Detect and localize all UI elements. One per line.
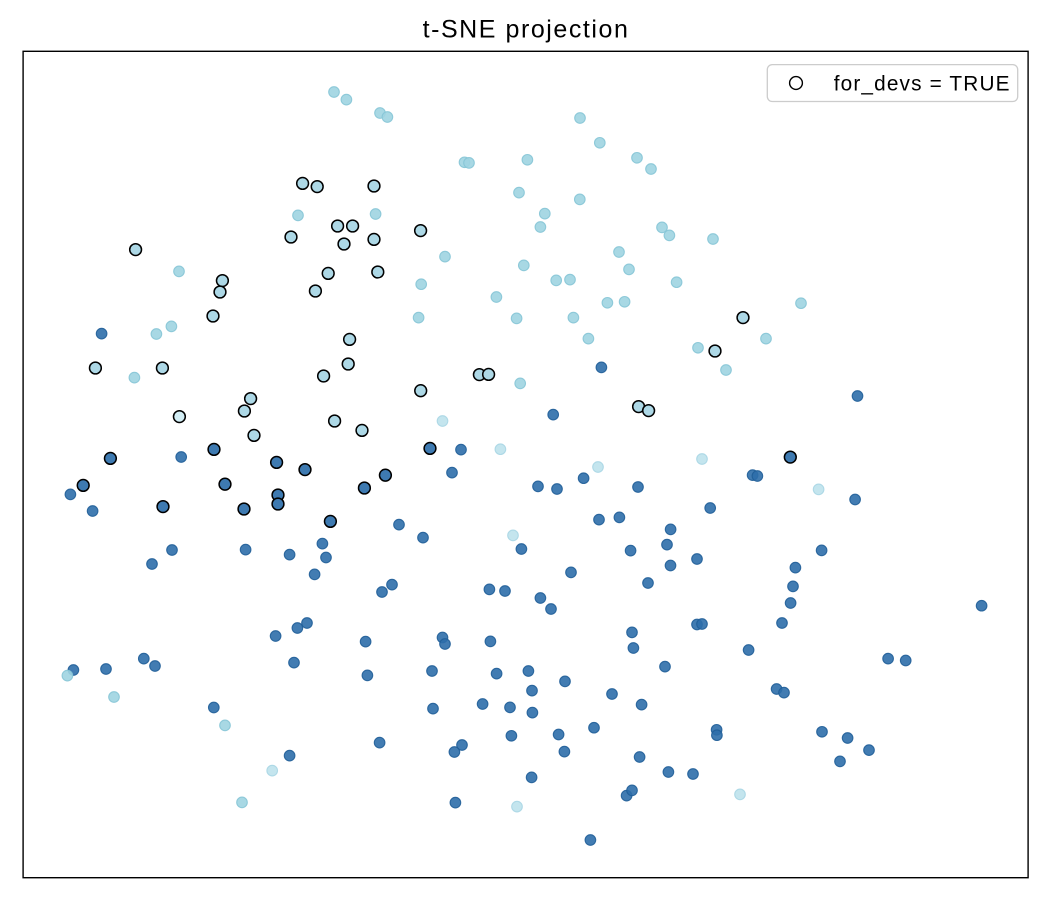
svg-text:t-SNE projection: t-SNE projection	[423, 16, 630, 44]
svg-text:for_devs = TRUE: for_devs = TRUE	[834, 72, 1011, 95]
